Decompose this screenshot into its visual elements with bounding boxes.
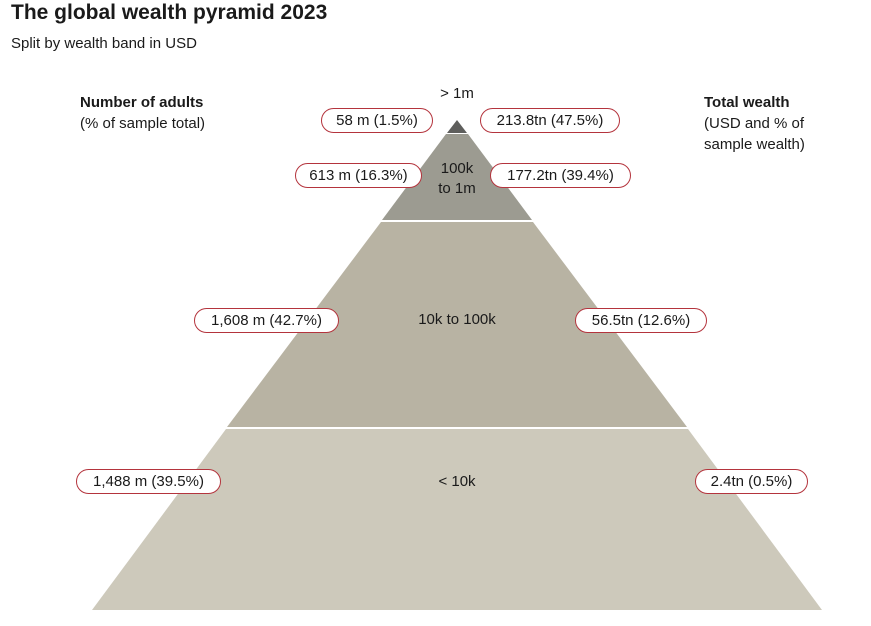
band-label-top: > 1m bbox=[440, 85, 474, 102]
pyramid-band-middle bbox=[227, 222, 687, 427]
band-label-upper-line1: 100k bbox=[440, 160, 474, 177]
pyramid-band-base bbox=[92, 429, 822, 610]
wealth-column-heading: Total wealth (USD and % of sample wealth… bbox=[704, 92, 805, 155]
page-title: The global wealth pyramid 2023 bbox=[11, 1, 328, 24]
wealth-value-base: 2.4tn (0.5%) bbox=[695, 469, 808, 494]
pyramid-band-upper bbox=[382, 134, 532, 220]
adults-value-upper: 613 m (16.3%) bbox=[295, 163, 422, 188]
wealth-heading-subtitle-line2: sample wealth) bbox=[704, 136, 805, 153]
band-label-base: < 10k bbox=[438, 473, 476, 490]
adults-heading-title: Number of adults bbox=[80, 94, 204, 111]
pyramid-band-top bbox=[447, 120, 467, 133]
wealth-value-middle: 56.5tn (12.6%) bbox=[575, 308, 707, 333]
wealth-value-top: 213.8tn (47.5%) bbox=[480, 108, 620, 133]
adults-value-middle: 1,608 m (42.7%) bbox=[194, 308, 339, 333]
adults-value-top: 58 m (1.5%) bbox=[321, 108, 433, 133]
wealth-heading-title: Total wealth bbox=[704, 94, 790, 111]
page-subtitle: Split by wealth band in USD bbox=[11, 35, 197, 52]
adults-heading-subtitle: (% of sample total) bbox=[80, 115, 206, 132]
wealth-heading-subtitle-line1: (USD and % of bbox=[704, 115, 805, 132]
wealth-value-upper: 177.2tn (39.4%) bbox=[490, 163, 631, 188]
adults-value-base: 1,488 m (39.5%) bbox=[76, 469, 221, 494]
band-label-upper-line2: to 1m bbox=[438, 180, 476, 197]
band-label-middle: 10k to 100k bbox=[418, 311, 496, 328]
adults-column-heading: Number of adults (% of sample total) bbox=[80, 92, 205, 134]
band-label-upper: 100k to 1m bbox=[417, 159, 497, 199]
